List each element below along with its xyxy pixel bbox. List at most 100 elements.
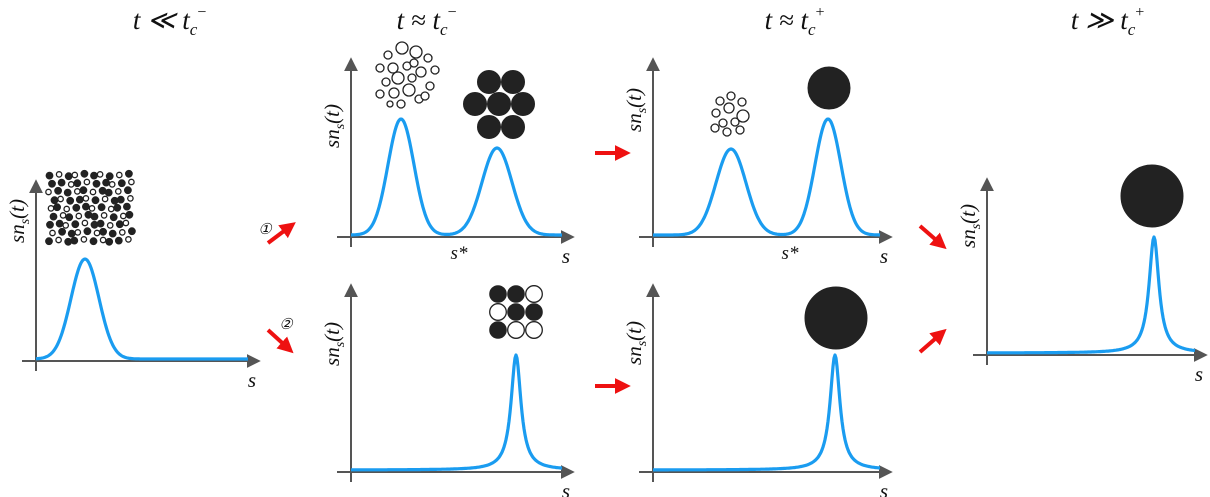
mixed-particle <box>64 172 73 181</box>
panels-layer: sns(t)ssns(t)ss*sns(t)ss*sns(t)ssns(t)ss… <box>5 57 1208 497</box>
x-axis-label: s <box>248 368 256 392</box>
open-particle <box>735 125 745 135</box>
mixed-particle <box>93 229 101 237</box>
transition-arrows: ①② <box>258 145 947 394</box>
mixed-particle <box>90 220 99 229</box>
open-particle <box>409 58 419 68</box>
filled-particle <box>501 70 525 94</box>
arrow-bottom-merge <box>918 328 947 354</box>
mixed-particle <box>104 188 113 197</box>
mixed-particle <box>48 179 56 188</box>
mixed-particle <box>62 222 70 229</box>
mixed-particle <box>63 205 71 213</box>
x-axis-label: s <box>880 244 888 268</box>
distribution-curve <box>350 353 563 472</box>
s-star-label: s* <box>451 243 468 264</box>
mixed-particle <box>99 227 107 236</box>
open-particle <box>726 91 736 101</box>
y-axis-label: sns(t) <box>320 322 348 366</box>
mixed-particle <box>75 195 84 204</box>
large-cluster <box>807 66 851 110</box>
open-particle <box>425 81 435 91</box>
distribution-curve <box>350 117 563 237</box>
open-particle <box>730 117 740 127</box>
open-particle <box>375 63 385 73</box>
open-particle <box>415 66 427 78</box>
header-t-much-greater-tc-plus: t ≫ tc+ <box>1070 4 1146 39</box>
mixed-particle <box>90 171 98 180</box>
mixed-particle <box>89 237 98 246</box>
open-particle <box>391 71 405 85</box>
mixed-particle <box>55 219 64 228</box>
y-axis-label: sns(t) <box>622 88 650 132</box>
arrow-path-2 <box>266 328 294 354</box>
open-particle <box>386 100 394 108</box>
x-axis-label: s <box>562 244 570 268</box>
mixed-particle <box>47 205 55 212</box>
distribution-curve <box>652 117 881 237</box>
mixed-particle <box>49 229 56 237</box>
mixed-particle <box>109 213 118 222</box>
filled-particle <box>477 70 501 94</box>
mixed-particle <box>91 196 100 205</box>
mixed-particle <box>102 178 110 187</box>
panel-approx-minus-top: sns(t) s s* <box>320 57 575 268</box>
grid-particle <box>507 321 525 339</box>
mixed-particle <box>114 188 122 195</box>
open-particle <box>430 65 440 75</box>
open-particle <box>718 118 728 128</box>
mixed-particle <box>96 219 105 228</box>
panel-approx-plus-top: sns(t) s s* <box>622 57 893 268</box>
y-axis-label: sns(t) <box>5 199 33 243</box>
mixed-particle <box>118 229 126 236</box>
mixed-particle <box>74 229 82 236</box>
mixed-particle <box>115 171 123 179</box>
open-particle <box>396 99 406 109</box>
mixed-particle <box>71 171 79 179</box>
mixed-particle <box>125 210 134 219</box>
mixed-particle <box>106 222 114 229</box>
mixed-particle <box>70 236 79 245</box>
open-particle <box>723 102 735 114</box>
open-particle <box>409 45 423 59</box>
mixed-particle <box>57 195 64 203</box>
grid-particle <box>489 321 507 339</box>
y-axis-label: sns(t) <box>956 204 984 248</box>
mixed-particle <box>55 236 62 244</box>
distribution-curve <box>35 257 249 361</box>
mixed-particle <box>45 237 53 246</box>
open-particle <box>715 96 725 106</box>
filled-particle <box>501 115 525 139</box>
mixed-particle <box>46 220 54 229</box>
mixed-particle <box>88 205 96 212</box>
open-particle <box>711 108 721 118</box>
open-particle <box>387 62 399 74</box>
mixed-particle <box>108 229 117 238</box>
arrow-path-1 <box>266 222 296 245</box>
mixed-particle <box>110 196 119 205</box>
header-t-approx-tc-minus: t ≈ tc− <box>396 4 458 39</box>
mixed-particle <box>124 186 132 195</box>
open-particle <box>395 41 409 55</box>
mixed-particle <box>101 195 109 203</box>
mixed-particle <box>80 169 89 178</box>
header-t-approx-tc-plus: t ≈ tc+ <box>764 4 826 39</box>
panel-t-much-less-tc: sns(t) s <box>5 179 261 392</box>
filled-particle <box>477 115 501 139</box>
mixed-particle <box>53 203 61 212</box>
mixed-particle <box>92 179 101 188</box>
mixed-particle <box>73 188 81 195</box>
header-t-much-less-tc-minus: t ≪ tc− <box>132 4 208 39</box>
grid-particle <box>525 285 543 303</box>
x-axis-label: s <box>1195 362 1203 386</box>
mixed-particle <box>128 227 136 236</box>
arrow-top-merge <box>918 224 947 250</box>
grid-particle <box>525 321 543 339</box>
mixed-particle <box>122 219 130 227</box>
open-particle <box>710 123 720 133</box>
mixed-particle <box>81 219 89 227</box>
mixed-particle <box>66 196 75 205</box>
clusters-layer <box>45 41 1184 350</box>
mixed-particle <box>96 171 104 178</box>
open-particle <box>736 109 750 123</box>
